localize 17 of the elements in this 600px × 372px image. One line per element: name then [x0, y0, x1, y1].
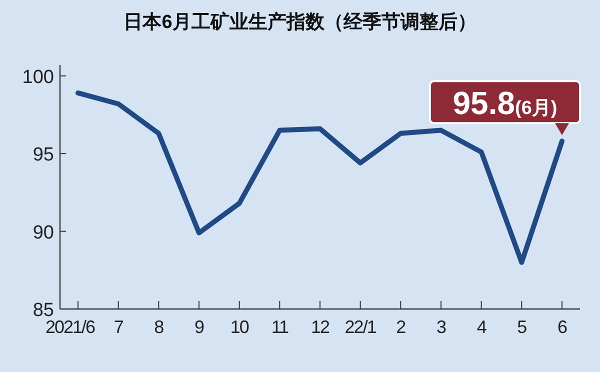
x-tick-label: 5 — [517, 317, 528, 337]
x-tick-label: 3 — [436, 317, 446, 337]
y-tick-label: 100 — [22, 66, 54, 88]
y-tick-label: 90 — [32, 222, 54, 244]
x-tick-label: 10 — [230, 317, 250, 337]
x-tick-label: 12 — [310, 317, 330, 337]
x-tick-label: 7 — [114, 317, 124, 337]
x-tick-label: 2 — [396, 317, 406, 337]
x-tick-label: 11 — [271, 317, 289, 337]
x-tick-label: 6 — [557, 317, 568, 337]
chart-title: 日本6月工矿业生产指数（经季节调整后） — [124, 11, 476, 33]
annotation: 95.8(6月) — [452, 85, 558, 122]
y-tick-label: 95 — [32, 144, 54, 166]
x-tick-label: 4 — [476, 317, 487, 337]
x-tick-label: 9 — [194, 317, 204, 337]
x-tick-label: 8 — [154, 317, 164, 337]
x-tick-label: 22/1 — [344, 317, 377, 337]
